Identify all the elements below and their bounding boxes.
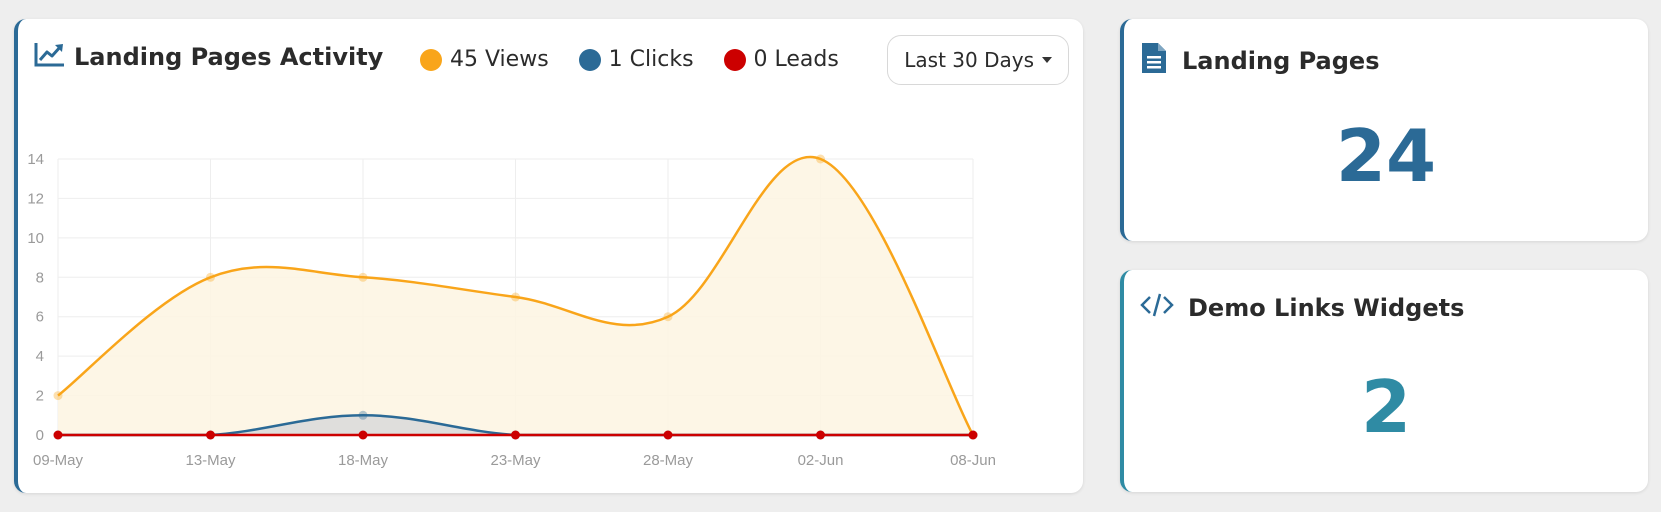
y-tick-label: 0 — [36, 427, 44, 444]
code-icon — [1140, 292, 1174, 324]
data-point-views[interactable] — [53, 391, 63, 401]
y-tick-label: 2 — [36, 388, 44, 405]
landing-pages-title: Landing Pages — [1140, 41, 1379, 81]
demo-links-label: Demo Links Widgets — [1188, 294, 1465, 322]
line-chart-icon — [34, 41, 66, 73]
chevron-down-icon — [1042, 57, 1052, 63]
data-point-leads[interactable] — [816, 430, 825, 440]
legend-item-clicks[interactable]: 1 Clicks — [578, 47, 694, 72]
data-point-views[interactable] — [358, 272, 368, 282]
activity-chart: 0 2 4 6 8 10 12 14 09-May 13-May 18-May 23-May 28-Ma… — [27, 151, 996, 469]
data-point-leads[interactable] — [206, 430, 215, 440]
x-tick-label: 18-May — [338, 452, 389, 469]
data-point-views[interactable] — [816, 154, 825, 164]
data-point-leads[interactable] — [358, 430, 368, 440]
legend-dot-clicks — [578, 48, 601, 71]
activity-card: Landing Pages Activity 45 Views 1 Clicks… — [14, 19, 1083, 493]
demo-links-card: Demo Links Widgets 2 — [1120, 270, 1648, 492]
legend-label-views: 45 Views — [450, 47, 549, 72]
y-tick-label: 4 — [36, 348, 44, 365]
data-point-leads[interactable] — [663, 430, 673, 440]
data-point-views[interactable] — [511, 292, 520, 302]
x-tick-label: 23-May — [490, 452, 541, 469]
landing-pages-card: Landing Pages 24 — [1120, 19, 1648, 241]
legend-item-leads[interactable]: 0 Leads — [723, 47, 839, 72]
x-tick-label: 02-Jun — [798, 452, 844, 469]
landing-pages-count: 24 — [1335, 114, 1437, 198]
series-area-views — [58, 156, 973, 435]
y-tick-label: 10 — [27, 230, 44, 247]
data-point-views[interactable] — [663, 312, 673, 322]
legend-label-leads: 0 Leads — [753, 47, 839, 72]
x-tick-label: 28-May — [643, 452, 694, 469]
demo-links-title: Demo Links Widgets — [1140, 292, 1464, 324]
series-line-views — [57, 155, 975, 436]
date-range-label: Last 30 Days — [904, 48, 1034, 72]
data-point-leads[interactable] — [511, 430, 520, 440]
landing-pages-label: Landing Pages — [1182, 47, 1380, 75]
date-range-dropdown[interactable]: Last 30 Days — [887, 35, 1069, 85]
document-icon — [1140, 41, 1168, 81]
data-point-clicks[interactable] — [358, 410, 368, 420]
legend-label-clicks: 1 Clicks — [608, 47, 694, 72]
x-tick-label: 08-Jun — [950, 452, 996, 469]
y-tick-label: 14 — [27, 151, 44, 168]
data-point-leads[interactable] — [968, 430, 978, 440]
legend-dot-leads — [723, 48, 746, 71]
y-tick-label: 12 — [27, 190, 44, 207]
demo-links-count: 2 — [1360, 365, 1412, 449]
y-tick-label: 8 — [36, 269, 44, 286]
legend-item-views[interactable]: 45 Views — [420, 47, 549, 72]
data-point-views[interactable] — [206, 272, 215, 282]
data-point-leads[interactable] — [53, 430, 63, 440]
activity-title-text: Landing Pages Activity — [74, 43, 384, 71]
chart-legend: 45 Views 1 Clicks 0 Leads — [420, 47, 839, 72]
x-tick-label: 13-May — [185, 452, 236, 469]
activity-title: Landing Pages Activity — [34, 41, 383, 73]
y-tick-label: 6 — [36, 309, 44, 326]
series-area-clicks — [58, 415, 973, 435]
x-tick-label: 09-May — [33, 452, 84, 469]
legend-dot-views — [420, 48, 442, 71]
